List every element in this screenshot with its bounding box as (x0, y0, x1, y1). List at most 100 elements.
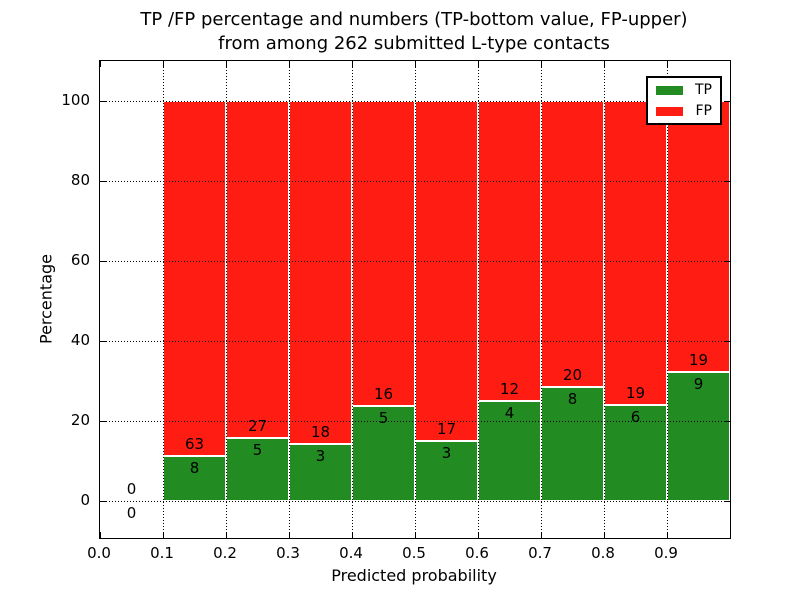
bar-tp-segment (541, 386, 604, 501)
y-tick-label: 20 (70, 411, 90, 429)
tp-count-label: 9 (693, 375, 704, 394)
gridline-v (540, 61, 542, 538)
x-tick-mark (666, 61, 668, 67)
x-tick-mark (288, 61, 290, 67)
fp-count-label: 17 (436, 420, 457, 438)
fp-count-label: 19 (688, 351, 709, 370)
bar-tp-segment (352, 405, 415, 501)
y-tick-mark (724, 340, 730, 342)
y-tick-label: 100 (61, 91, 90, 109)
tp-count-label: 8 (567, 389, 578, 408)
x-tick-mark (225, 61, 227, 67)
bar-fp-segment (604, 101, 667, 405)
x-tick-mark (540, 61, 542, 67)
tp-count-label: 5 (252, 441, 263, 460)
y-tick-mark (724, 180, 730, 182)
bar-fp-segment (352, 101, 415, 406)
y-tick-mark (100, 420, 106, 422)
x-tick-mark (162, 61, 164, 67)
y-tick-mark (724, 420, 730, 422)
gridline-v (351, 61, 353, 538)
bar-tp-segment (289, 443, 352, 501)
y-tick-mark (100, 100, 106, 102)
x-tick-label: 0.6 (465, 544, 489, 562)
bar-tp-segment (415, 441, 478, 501)
x-tick-label: 0.1 (150, 544, 174, 562)
gridline-v (414, 61, 416, 538)
bar-tp-segment (478, 401, 541, 501)
tp-count-label: 4 (504, 404, 515, 422)
bar-tp-segment (226, 438, 289, 501)
legend-label-tp: TP (695, 82, 712, 98)
x-tick-mark (729, 61, 731, 67)
x-tick-mark (603, 61, 605, 67)
fp-count-label: 0 (126, 480, 137, 498)
tp-count-label: 6 (630, 408, 641, 426)
x-tick-label: 0.3 (276, 544, 300, 562)
tp-count-label: 3 (441, 444, 452, 462)
fp-count-label: 12 (499, 380, 520, 398)
gridline-v (603, 61, 605, 538)
x-tick-label: 0.8 (591, 544, 615, 562)
x-tick-mark (540, 532, 542, 538)
bar-fp-segment (163, 101, 226, 456)
x-tick-label: 0.7 (528, 544, 552, 562)
legend-swatch-tp-icon (656, 85, 683, 95)
x-tick-label: 0.5 (402, 544, 426, 562)
y-tick-mark (724, 260, 730, 262)
gridline-v (666, 61, 668, 538)
legend-swatch-fp-icon (656, 106, 683, 116)
chart-title-line1: TP /FP percentage and numbers (TP-bottom… (140, 9, 688, 30)
y-tick-label: 80 (70, 171, 90, 189)
x-tick-label: 0.0 (87, 544, 111, 562)
x-tick-mark (477, 61, 479, 67)
gridline-v (225, 61, 227, 538)
bar-fp-segment (667, 101, 730, 373)
bar-tp-segment (667, 372, 730, 501)
chart-title-line2: from among 262 submitted L-type contacts (218, 33, 610, 54)
gridline-v (288, 61, 290, 538)
gridline-v (477, 61, 479, 538)
y-tick-mark (100, 180, 106, 182)
y-tick-label: 40 (70, 331, 90, 349)
y-tick-label: 60 (70, 251, 90, 269)
legend-entry-tp: TP (656, 83, 712, 97)
x-tick-mark (288, 532, 290, 538)
legend-entry-fp: FP (656, 104, 712, 118)
x-tick-mark (351, 61, 353, 67)
x-tick-mark (351, 532, 353, 538)
fp-count-label: 16 (373, 384, 394, 403)
fp-count-label: 20 (562, 365, 583, 384)
x-tick-label: 0.4 (339, 544, 363, 562)
bar-fp-segment (541, 101, 604, 387)
x-tick-mark (666, 532, 668, 538)
y-tick-mark (724, 100, 730, 102)
gridline-v (162, 61, 164, 538)
x-tick-mark (729, 532, 731, 538)
x-axis-label: Predicted probability (331, 566, 497, 585)
x-tick-mark (162, 532, 164, 538)
x-tick-mark (99, 532, 101, 538)
fp-count-label: 27 (247, 417, 268, 436)
fp-count-label: 63 (184, 434, 205, 453)
bar-fp-segment (415, 101, 478, 441)
fp-count-label: 19 (625, 384, 646, 402)
tp-count-label: 8 (189, 458, 200, 477)
x-tick-label: 0.2 (213, 544, 237, 562)
tp-count-label: 0 (126, 504, 137, 522)
bar-fp-segment (289, 101, 352, 444)
x-tick-mark (99, 61, 101, 67)
legend-label-fp: FP (695, 103, 713, 119)
y-tick-mark (100, 500, 106, 502)
tp-count-label: 5 (378, 408, 389, 427)
x-tick-mark (414, 61, 416, 67)
x-tick-mark (225, 532, 227, 538)
fp-count-label: 18 (310, 422, 331, 441)
bar-fp-segment (478, 101, 541, 401)
x-tick-mark (477, 532, 479, 538)
x-tick-mark (414, 532, 416, 538)
x-tick-label: 0.9 (654, 544, 678, 562)
chart-title: TP /FP percentage and numbers (TP-bottom… (99, 8, 729, 56)
y-tick-label: 0 (80, 491, 90, 509)
